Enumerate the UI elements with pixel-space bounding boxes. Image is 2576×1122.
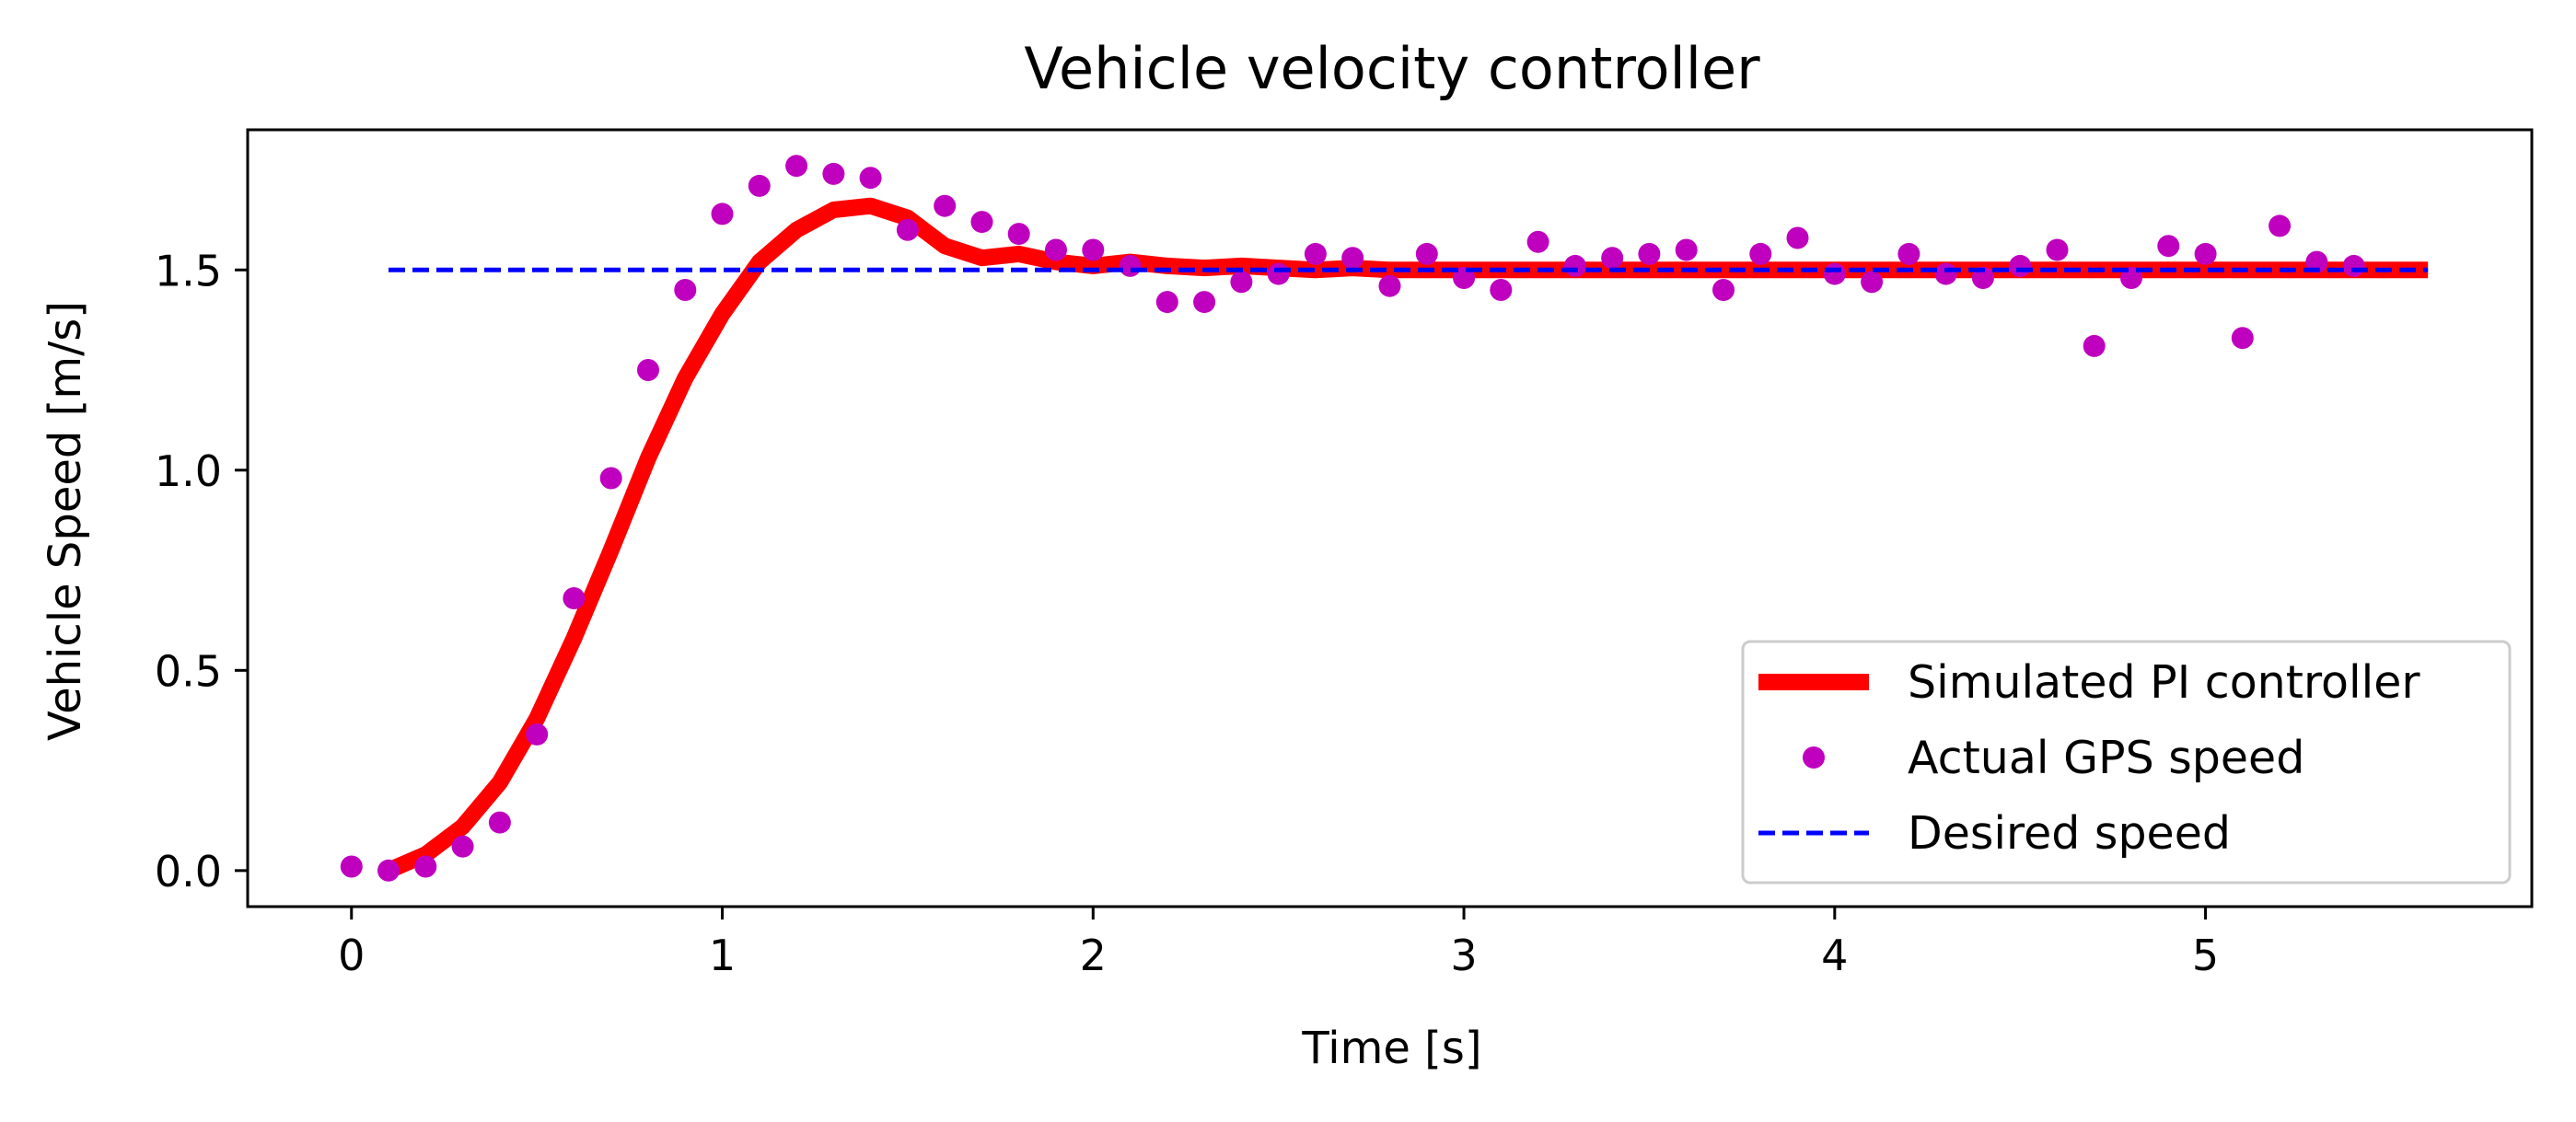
- data-point-actual-gps-speed: [414, 855, 437, 878]
- data-point-actual-gps-speed: [2120, 267, 2142, 289]
- legend-swatch-actual-gps-speed: [1803, 746, 1825, 769]
- data-point-actual-gps-speed: [1749, 242, 1772, 265]
- data-point-actual-gps-speed: [637, 359, 659, 381]
- data-point-actual-gps-speed: [970, 211, 993, 234]
- x-tick-label: 2: [1080, 931, 1107, 980]
- legend-box: [1741, 640, 2512, 885]
- data-point-actual-gps-speed: [859, 167, 882, 190]
- data-point-actual-gps-speed: [1045, 238, 1067, 261]
- data-point-actual-gps-speed: [1712, 279, 1735, 301]
- data-point-actual-gps-speed: [934, 194, 957, 217]
- data-point-actual-gps-speed: [599, 467, 622, 490]
- data-point-actual-gps-speed: [2046, 238, 2069, 261]
- data-point-actual-gps-speed: [1193, 291, 1216, 314]
- y-tick-label: 0.0: [155, 847, 222, 896]
- data-point-actual-gps-speed: [1453, 267, 1476, 289]
- data-point-actual-gps-speed: [1155, 291, 1178, 314]
- data-point-actual-gps-speed: [1934, 262, 1957, 285]
- data-point-actual-gps-speed: [785, 155, 808, 178]
- data-point-actual-gps-speed: [822, 162, 845, 185]
- data-point-actual-gps-speed: [1304, 242, 1327, 265]
- y-tick-label: 0.5: [155, 646, 222, 696]
- y-tick-label: 1.5: [155, 246, 222, 295]
- x-tick-label: 5: [2192, 931, 2219, 980]
- data-point-actual-gps-speed: [1526, 230, 1549, 253]
- data-point-actual-gps-speed: [674, 279, 697, 301]
- data-point-actual-gps-speed: [2231, 327, 2254, 350]
- data-point-actual-gps-speed: [2305, 250, 2328, 273]
- data-point-actual-gps-speed: [1675, 238, 1698, 261]
- data-point-actual-gps-speed: [1415, 242, 1438, 265]
- data-point-actual-gps-speed: [896, 218, 919, 241]
- x-tick-label: 0: [338, 931, 365, 980]
- series-line-simulated-pi-controller: [385, 197, 2429, 879]
- data-point-actual-gps-speed: [526, 723, 549, 746]
- plot-area: 0 1 2 3 4 5 0.0 0.5 1.0 1.5: [155, 128, 2534, 980]
- data-point-actual-gps-speed: [1230, 271, 1253, 294]
- legend-label-simulated-pi-controller: Simulated PI controller: [1908, 656, 2420, 709]
- data-point-actual-gps-speed: [1490, 279, 1513, 301]
- data-point-actual-gps-speed: [563, 587, 586, 609]
- data-point-actual-gps-speed: [1119, 254, 1142, 277]
- data-point-actual-gps-speed: [1897, 242, 1920, 265]
- ticks-layer: 0 1 2 3 4 5 0.0 0.5 1.0 1.5: [155, 246, 2219, 980]
- data-point-actual-gps-speed: [2157, 235, 2180, 258]
- data-point-actual-gps-speed: [2194, 242, 2217, 265]
- x-tick-label: 1: [709, 931, 736, 980]
- x-axis-label: Time [s]: [1301, 1023, 1481, 1074]
- data-point-actual-gps-speed: [2009, 254, 2032, 277]
- chart-title: Vehicle velocity controller: [1024, 35, 1760, 102]
- series-layer: [340, 155, 2429, 882]
- data-point-actual-gps-speed: [1378, 274, 1401, 297]
- x-tick-label: 3: [1450, 931, 1477, 980]
- data-point-actual-gps-speed: [1601, 247, 1624, 270]
- x-tick-label: 4: [1821, 931, 1848, 980]
- legend: Simulated PI controller Actual GPS speed…: [1741, 640, 2512, 885]
- data-point-actual-gps-speed: [1638, 242, 1661, 265]
- data-point-actual-gps-speed: [1563, 254, 1586, 277]
- plot-frame: [246, 128, 2534, 908]
- data-point-actual-gps-speed: [340, 855, 363, 878]
- data-point-actual-gps-speed: [1786, 226, 1809, 249]
- data-point-actual-gps-speed: [1267, 262, 1290, 285]
- data-point-actual-gps-speed: [1861, 271, 1884, 294]
- data-point-actual-gps-speed: [2269, 214, 2292, 237]
- legend-label-actual-gps-speed: Actual GPS speed: [1908, 732, 2304, 784]
- data-point-actual-gps-speed: [1823, 262, 1846, 285]
- data-point-actual-gps-speed: [2342, 254, 2365, 277]
- data-point-actual-gps-speed: [1007, 223, 1030, 246]
- data-point-actual-gps-speed: [748, 174, 771, 197]
- y-tick-label: 1.0: [155, 446, 222, 496]
- data-point-actual-gps-speed: [2083, 334, 2106, 357]
- y-axis-label: Vehicle Speed [m/s]: [40, 301, 91, 741]
- data-point-actual-gps-speed: [451, 835, 474, 858]
- data-point-actual-gps-speed: [1341, 247, 1364, 270]
- data-point-actual-gps-speed: [1971, 267, 1994, 289]
- data-point-actual-gps-speed: [488, 811, 511, 834]
- data-point-actual-gps-speed: [1082, 238, 1105, 261]
- data-point-actual-gps-speed: [377, 859, 400, 882]
- data-point-actual-gps-speed: [711, 202, 734, 226]
- legend-label-desired-speed: Desired speed: [1908, 807, 2231, 860]
